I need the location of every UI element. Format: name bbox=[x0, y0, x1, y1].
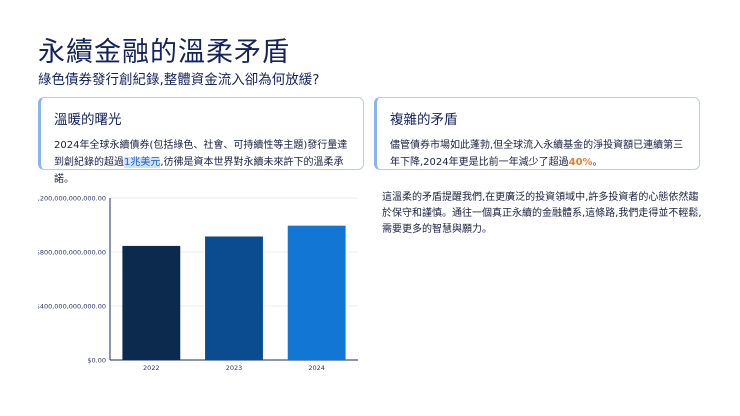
card-complex-title: 複雜的矛盾 bbox=[390, 112, 458, 128]
card-warm-text-after: ,彷彿是資本世界對永續未來許下的溫柔承諾。 bbox=[54, 157, 344, 185]
page-title: 永續金融的溫柔矛盾 bbox=[38, 37, 290, 68]
bar-2023 bbox=[205, 236, 263, 360]
card-warm-text-before: 2024年全球永續債券(包括綠色、社會、可持續性等主題)發行量達到創紀錄的超過 bbox=[54, 140, 348, 168]
y-tick-label: $800,000,000,000.00 bbox=[38, 249, 106, 257]
y-tick-label: $1,200,000,000,000.00 bbox=[38, 195, 106, 203]
card-complex-text: 儘管債券市場如此蓬勃,但全球流入永續基金的淨投資額已連續第三年下降,2024年更… bbox=[390, 137, 687, 171]
x-tick-label: 2023 bbox=[226, 364, 243, 372]
bar-2024 bbox=[287, 225, 346, 360]
card-warm-text: 2024年全球永續債券(包括綠色、社會、可持續性等主題)發行量達到創紀錄的超過1… bbox=[54, 137, 351, 188]
card-warm-dawn: 溫暖的曙光 2024年全球永續債券(包括綠色、社會、可持續性等主題)發行量達到創… bbox=[38, 97, 364, 185]
x-tick-label: 2022 bbox=[143, 364, 160, 372]
page-subtitle: 綠色債券發行創紀錄,整體資金流入卻為何放緩? bbox=[38, 72, 320, 88]
bar-2022 bbox=[122, 245, 181, 360]
bond-issuance-chart: $0.00 $400,000,000,000.00 $800,000,000,000… bbox=[38, 188, 368, 378]
bar-chart-svg: $0.00 $400,000,000,000.00 $800,000,000,000… bbox=[38, 195, 358, 372]
card-warm-title: 溫暖的曙光 bbox=[54, 112, 122, 128]
card-complex-highlight: 40% bbox=[568, 157, 593, 168]
card-complex-text-before: 儘管債券市場如此蓬勃,但全球流入永續基金的淨投資額已連續第三年下降,2024年更… bbox=[390, 140, 684, 168]
side-paragraph: 這溫柔的矛盾提醒我們,在更廣泛的投資領域中,許多投資者的心態依然趨於保守和謹慎。… bbox=[382, 192, 702, 235]
card-complex-text-after: 。 bbox=[592, 157, 603, 168]
y-tick-label: $400,000,000,000.00 bbox=[38, 303, 106, 311]
x-tick-label: 2024 bbox=[308, 364, 325, 372]
card-warm-highlight: 1兆美元 bbox=[124, 157, 161, 168]
y-tick-label: $0.00 bbox=[87, 357, 106, 365]
card-complex-contradiction: 複雜的矛盾 儘管債券市場如此蓬勃,但全球流入永續基金的淨投資額已連續第三年下降,… bbox=[374, 97, 700, 170]
